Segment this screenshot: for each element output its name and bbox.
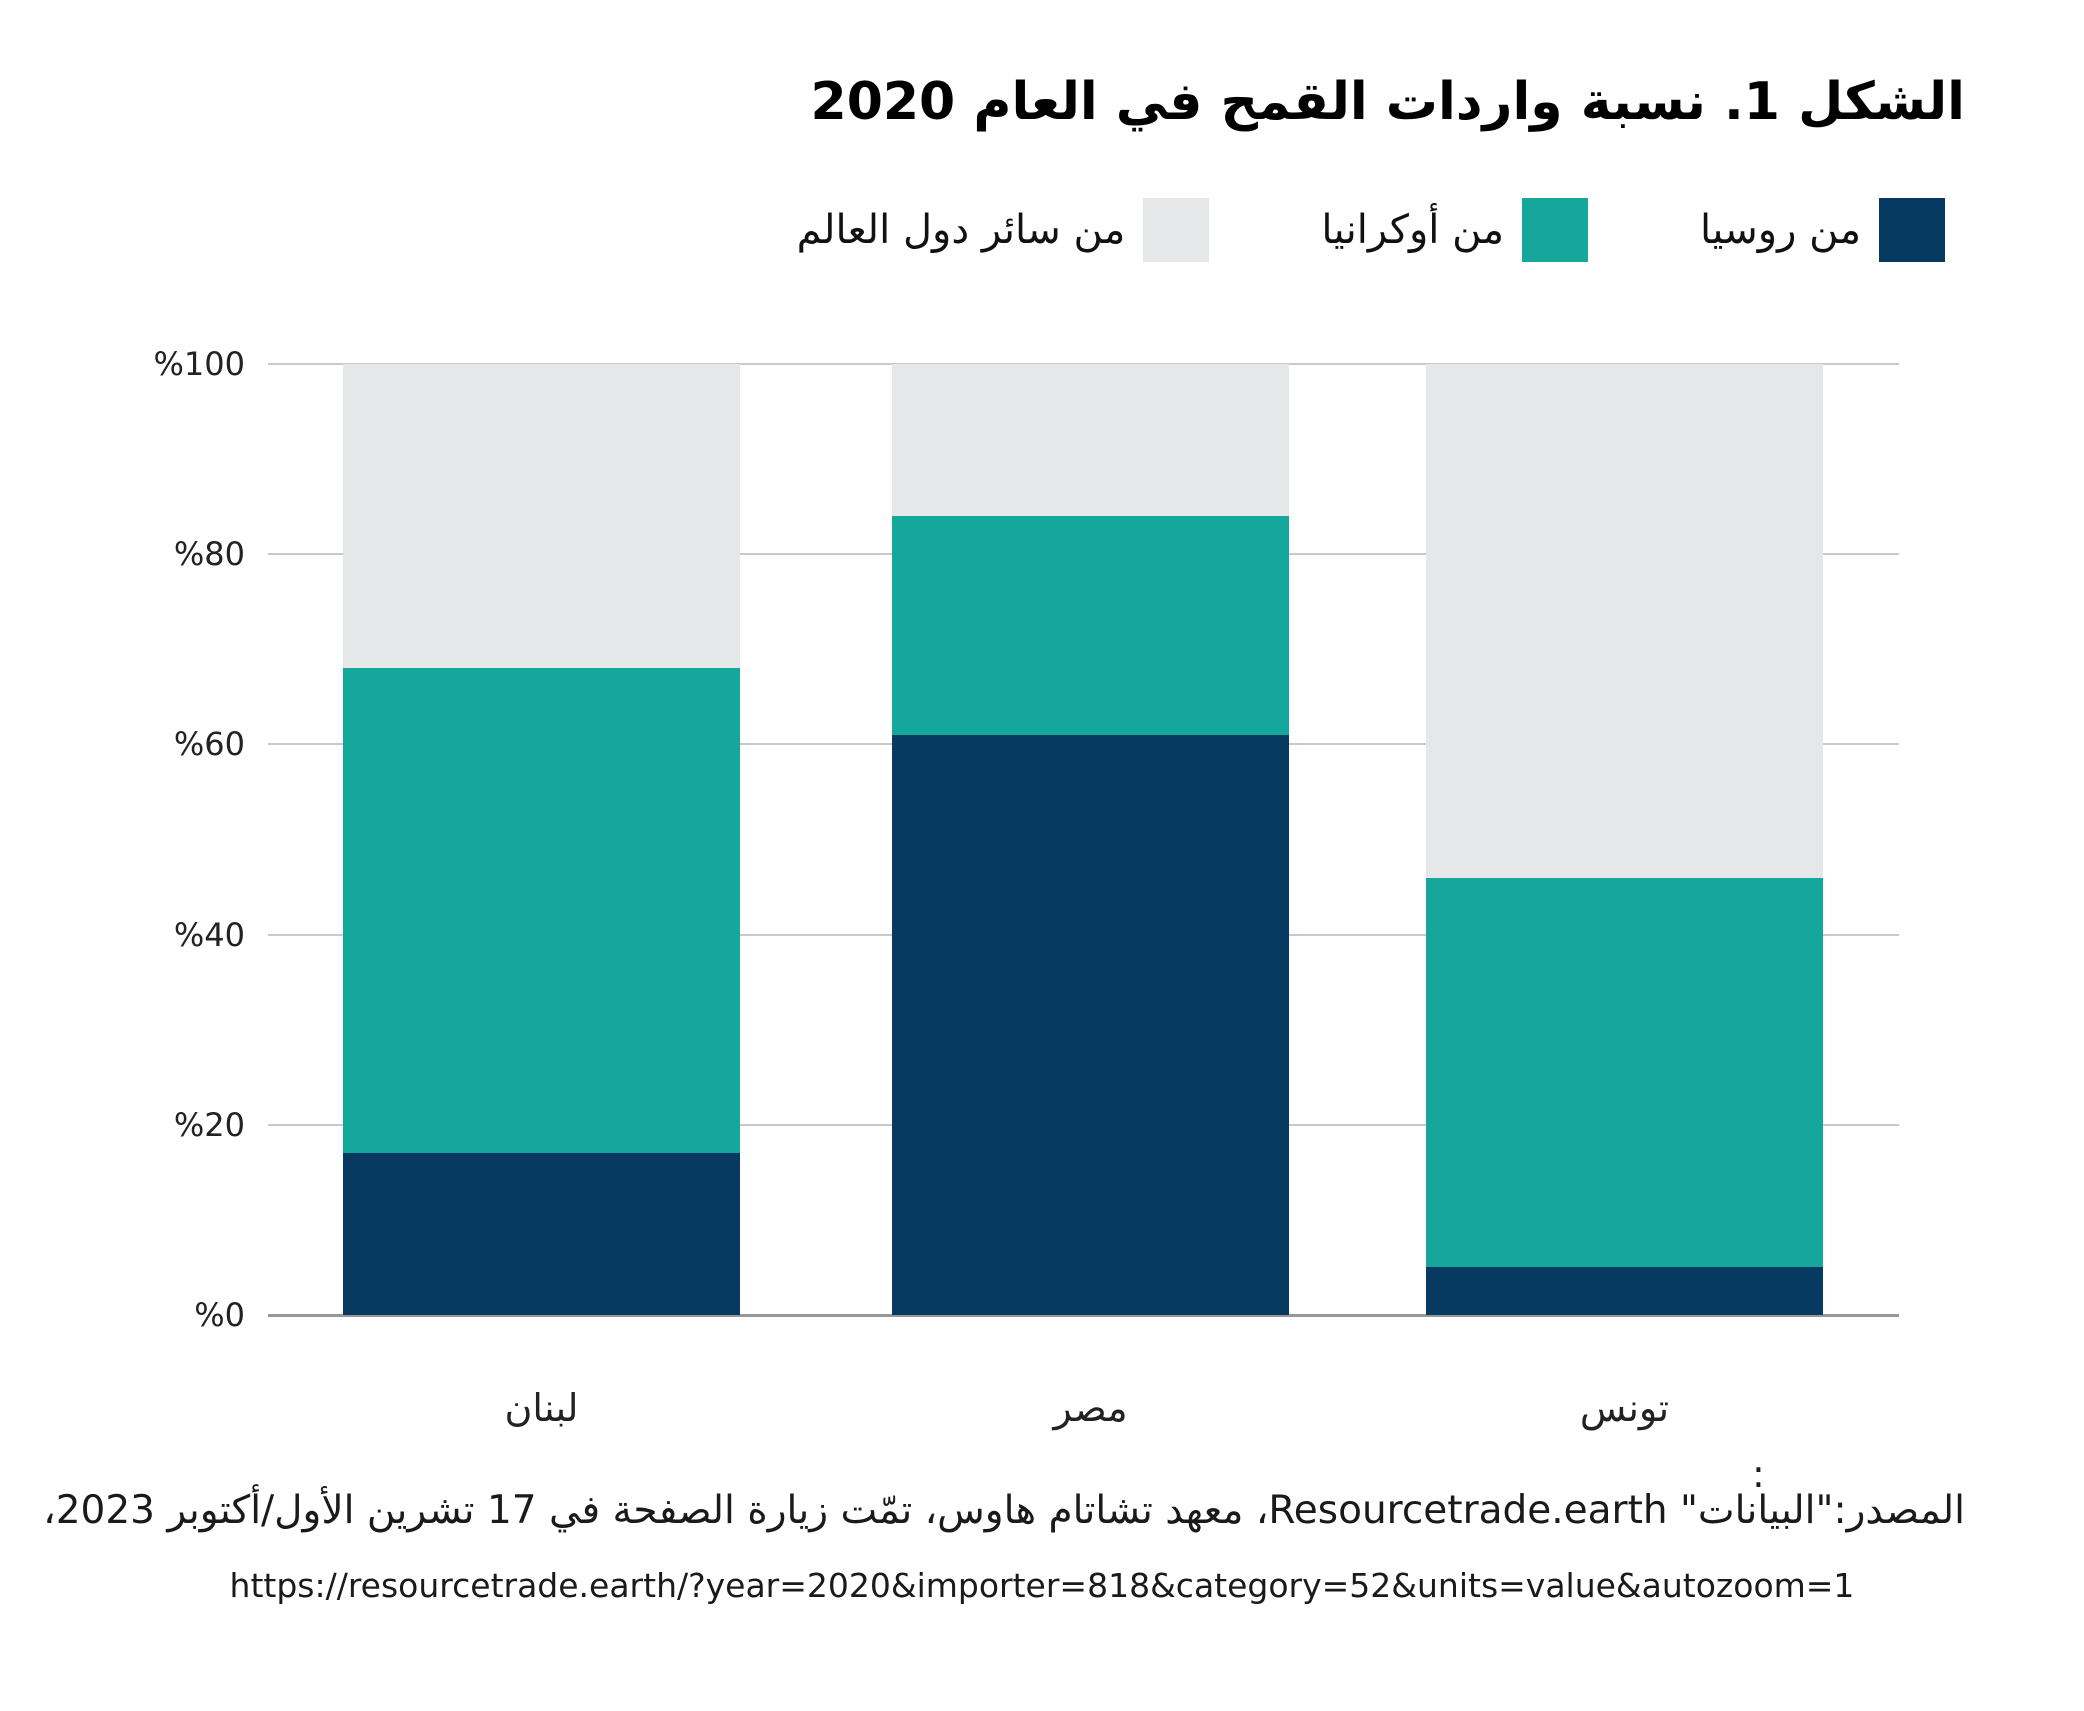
legend-label-russia: من روسيا: [1700, 207, 1861, 253]
x-category-label: لبنان: [504, 1386, 579, 1430]
y-tick-label: %0: [194, 1296, 245, 1334]
source-line: المصدر:"البيانات" Resourcetrade.earth، م…: [43, 1488, 1965, 1533]
source-url: https://resourcetrade.earth/?year=2020&i…: [229, 1566, 1855, 1605]
y-tick-label: %60: [173, 725, 245, 764]
legend-label-ukraine: من أوكرانيا: [1321, 207, 1504, 253]
gridline: [268, 363, 1899, 365]
x-category-label: مصر: [1053, 1386, 1128, 1430]
y-tick-label: %40: [173, 915, 245, 954]
bar-segment: [343, 364, 740, 669]
bar-segment: [892, 516, 1289, 735]
bar-segment: [892, 364, 1289, 517]
legend-item-russia: من روسيا: [1700, 198, 1945, 262]
y-tick-label: %100: [153, 345, 245, 383]
legend-label-rest-of-world: من سائر دول العالم: [796, 207, 1126, 253]
legend-swatch-ukraine: [1522, 198, 1588, 262]
legend-swatch-russia: [1879, 198, 1945, 262]
y-tick-label: %20: [173, 1105, 245, 1144]
bar-segment: [343, 1153, 740, 1315]
bar-segment: [1426, 1267, 1823, 1315]
legend-item-rest-of-world: من سائر دول العالم: [797, 198, 1210, 262]
plot-area: لبنان مصر تونس: [268, 363, 1899, 1430]
bar-segment: [892, 734, 1289, 1315]
x-axis-baseline: [268, 1314, 1899, 1317]
bar-segment: [1426, 364, 1823, 878]
bar-segment: [343, 668, 740, 1154]
bar-segment: [1426, 877, 1823, 1268]
chart-title: الشكل 1. نسبة واردات القمح في العام 2020: [810, 72, 1965, 132]
legend: من روسيا من أوكرانيا من سائر دول العالم: [797, 198, 1945, 262]
legend-swatch-rest-of-world: [1143, 198, 1210, 262]
source-colon: :: [1752, 1452, 1765, 1496]
legend-item-ukraine: من أوكرانيا: [1321, 198, 1588, 262]
y-tick-label: %80: [173, 535, 245, 574]
x-category-label: تونس: [1579, 1386, 1670, 1430]
